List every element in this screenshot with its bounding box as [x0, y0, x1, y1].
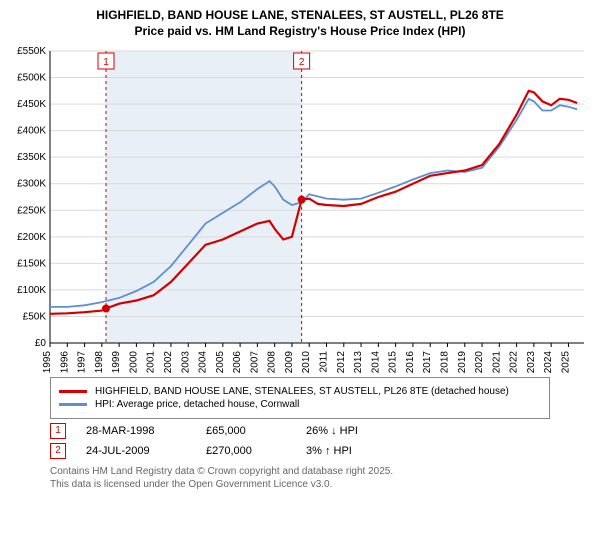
svg-text:2009: 2009 [284, 351, 295, 373]
sale-marker-icon: 2 [50, 443, 66, 459]
sale-marker-icon: 1 [50, 423, 66, 439]
sale-date: 28-MAR-1998 [86, 425, 186, 437]
footer-attribution: Contains HM Land Registry data © Crown c… [50, 465, 592, 491]
sale-price: £270,000 [206, 445, 286, 457]
sales-table: 1 28-MAR-1998 £65,000 26% ↓ HPI 2 24-JUL… [50, 423, 592, 459]
svg-text:1996: 1996 [59, 351, 70, 373]
sale-price: £65,000 [206, 425, 286, 437]
svg-text:2018: 2018 [439, 351, 450, 373]
svg-text:2022: 2022 [509, 351, 520, 373]
svg-text:2024: 2024 [543, 351, 554, 373]
title-line-2: Price paid vs. HM Land Registry's House … [8, 24, 592, 40]
sale-date: 24-JUL-2009 [86, 445, 186, 457]
chart-container: £0 £50K £100K £150K £200K £250K £300K £350K £400… [8, 43, 592, 373]
svg-text:£150K: £150K [17, 259, 46, 270]
svg-text:2012: 2012 [336, 351, 347, 373]
title-line-1: HIGHFIELD, BAND HOUSE LANE, STENALEES, S… [8, 8, 592, 24]
sale-diff: 26% ↓ HPI [306, 425, 386, 437]
svg-text:2003: 2003 [180, 351, 191, 373]
legend-label: HPI: Average price, detached house, Corn… [95, 399, 299, 410]
svg-text:1999: 1999 [111, 351, 122, 373]
svg-text:2021: 2021 [491, 351, 502, 373]
svg-text:2011: 2011 [319, 351, 330, 373]
svg-text:£400K: £400K [17, 126, 46, 137]
svg-text:2: 2 [299, 57, 305, 68]
svg-text:2017: 2017 [422, 351, 433, 373]
svg-text:1995: 1995 [42, 351, 53, 373]
svg-text:2016: 2016 [405, 351, 416, 373]
svg-text:£250K: £250K [17, 205, 46, 216]
svg-text:£500K: £500K [17, 73, 46, 84]
svg-text:£0: £0 [35, 338, 47, 349]
svg-text:£50K: £50K [23, 312, 47, 323]
legend-label: HIGHFIELD, BAND HOUSE LANE, STENALEES, S… [95, 386, 509, 397]
svg-text:£350K: £350K [17, 152, 46, 163]
svg-text:2014: 2014 [370, 351, 381, 373]
svg-text:2004: 2004 [198, 351, 209, 373]
svg-text:2005: 2005 [215, 351, 226, 373]
svg-text:2015: 2015 [388, 351, 399, 373]
svg-text:2025: 2025 [560, 351, 571, 373]
svg-text:2006: 2006 [232, 351, 243, 373]
svg-text:2019: 2019 [457, 351, 468, 373]
svg-text:1: 1 [103, 57, 109, 68]
svg-text:2008: 2008 [267, 351, 278, 373]
svg-text:2001: 2001 [146, 351, 157, 373]
svg-text:2023: 2023 [526, 351, 537, 373]
footer-line: This data is licensed under the Open Gov… [50, 478, 592, 491]
chart-title-block: HIGHFIELD, BAND HOUSE LANE, STENALEES, S… [8, 8, 592, 39]
svg-text:1997: 1997 [77, 351, 88, 373]
svg-text:2020: 2020 [474, 351, 485, 373]
legend: HIGHFIELD, BAND HOUSE LANE, STENALEES, S… [50, 377, 550, 419]
legend-swatch [59, 403, 87, 406]
svg-text:2002: 2002 [163, 351, 174, 373]
legend-item: HIGHFIELD, BAND HOUSE LANE, STENALEES, S… [59, 386, 541, 397]
svg-text:£300K: £300K [17, 179, 46, 190]
svg-text:2013: 2013 [353, 351, 364, 373]
sale-row: 2 24-JUL-2009 £270,000 3% ↑ HPI [50, 443, 592, 459]
svg-text:2010: 2010 [301, 351, 312, 373]
legend-item: HPI: Average price, detached house, Corn… [59, 399, 541, 410]
svg-text:£200K: £200K [17, 232, 46, 243]
svg-text:£100K: £100K [17, 285, 46, 296]
sale-row: 1 28-MAR-1998 £65,000 26% ↓ HPI [50, 423, 592, 439]
svg-text:1998: 1998 [94, 351, 105, 373]
svg-text:2007: 2007 [249, 351, 260, 373]
footer-line: Contains HM Land Registry data © Crown c… [50, 465, 592, 478]
svg-text:2000: 2000 [128, 351, 139, 373]
legend-swatch [59, 390, 87, 393]
price-chart: £0 £50K £100K £150K £200K £250K £300K £350K £400… [8, 43, 592, 373]
svg-text:£550K: £550K [17, 46, 46, 57]
svg-text:£450K: £450K [17, 99, 46, 110]
sale-diff: 3% ↑ HPI [306, 445, 386, 457]
